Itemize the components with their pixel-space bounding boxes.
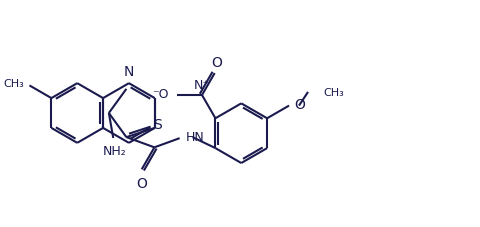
Text: O: O: [136, 176, 147, 190]
Text: O: O: [293, 97, 304, 111]
Text: S: S: [153, 117, 162, 131]
Text: CH₃: CH₃: [4, 79, 24, 89]
Text: O: O: [211, 56, 222, 70]
Text: CH₃: CH₃: [322, 88, 343, 97]
Text: ⁻O: ⁻O: [152, 87, 168, 100]
Text: N⁺: N⁺: [193, 79, 210, 92]
Text: NH₂: NH₂: [102, 144, 126, 157]
Text: HN: HN: [185, 130, 204, 143]
Text: N: N: [123, 65, 134, 79]
